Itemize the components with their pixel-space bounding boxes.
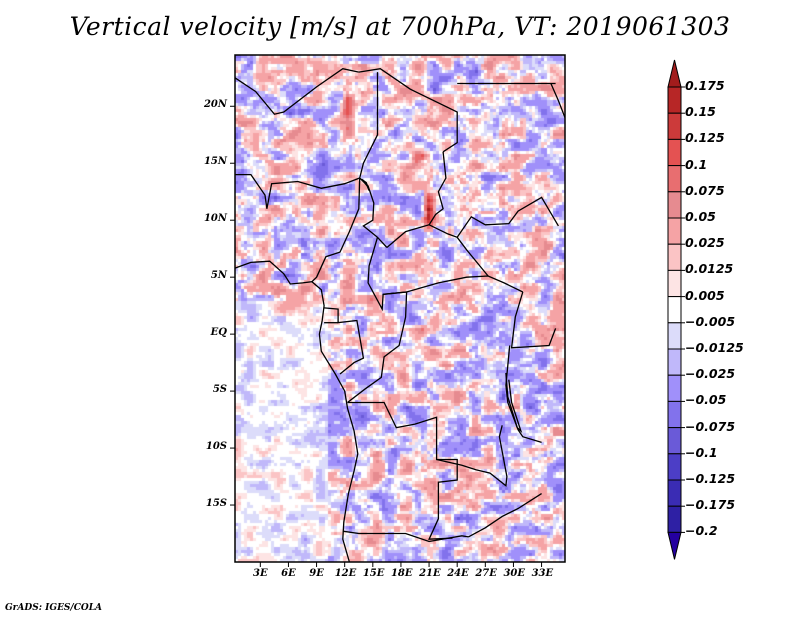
colorbar-label: −0.2 — [685, 523, 718, 539]
border-gabon — [324, 307, 365, 375]
x-tick-label: 9E — [309, 568, 324, 579]
border-ssudan — [456, 196, 559, 238]
colorbar-bin — [667, 400, 682, 429]
plot-frame — [234, 54, 566, 563]
lake-chad — [361, 178, 370, 191]
x-tick-label: 33E — [531, 568, 554, 579]
border-niger-north — [235, 68, 359, 115]
x-tick-label: 3E — [253, 568, 268, 579]
colorbar-bin — [667, 348, 682, 376]
x-tick-label: 6E — [281, 568, 296, 579]
country-borders-overlay — [235, 68, 565, 562]
colorbar-bin — [667, 138, 682, 167]
colorbar-bin — [667, 191, 682, 219]
colorbar-bin — [667, 269, 682, 298]
y-tick-label: 15S — [205, 498, 227, 510]
colorbar-label: −0.025 — [685, 366, 736, 382]
colorbar-label: −0.075 — [685, 418, 736, 434]
border-cameroon-car — [347, 237, 408, 404]
red-sea-coast — [550, 83, 565, 118]
y-tick-label: 15N — [203, 156, 227, 168]
colorbar-label: −0.05 — [685, 392, 727, 408]
colorbar-label: 0.0125 — [685, 261, 734, 277]
x-tick-label: 24E — [447, 568, 469, 579]
y-tick-label: 5S — [212, 384, 227, 396]
colorbar-label: 0.075 — [685, 182, 725, 198]
border-car-north — [386, 224, 489, 277]
x-tick-label: 18E — [390, 568, 413, 579]
border-angola-drc — [347, 401, 458, 540]
colorbar-label: −0.0125 — [685, 340, 744, 355]
x-tick-label: 30E — [503, 568, 525, 579]
border-libya-chad — [358, 68, 458, 153]
colorbar-bin — [667, 112, 682, 140]
colorbar-bin — [667, 217, 682, 245]
colorbar-min-extension — [667, 531, 682, 560]
colorbar-label: −0.175 — [685, 497, 736, 513]
colorbar-label: −0.005 — [685, 313, 736, 329]
coastline-west-africa — [235, 260, 359, 562]
colorbar-label: 0.025 — [685, 235, 725, 251]
colorbar-bin — [667, 296, 682, 324]
lake-tanganyika — [505, 372, 523, 434]
border-namibia — [342, 530, 469, 543]
grads-credit: GrADS: IGES/COLA — [5, 603, 103, 613]
colorbar-bin — [667, 505, 682, 533]
x-tick-label: 12E — [334, 568, 357, 579]
map-plot-area — [235, 55, 565, 562]
colorbar-bin — [667, 86, 682, 114]
colorbar-bin — [667, 479, 682, 507]
x-tick-label: 27E — [475, 568, 497, 579]
y-tick-label: EQ — [210, 327, 227, 339]
colorbar-bin — [667, 165, 682, 193]
colorbar-bin — [667, 453, 682, 481]
colorbar-label: −0.125 — [685, 471, 736, 486]
border-congo-drc — [383, 275, 524, 295]
y-tick-label: 10N — [203, 213, 227, 225]
border-zambia-south — [468, 493, 542, 538]
x-tick-label: 21E — [419, 568, 441, 579]
border-niger-nigeria — [235, 173, 360, 209]
border-drc-zambia — [436, 425, 508, 487]
colorbar-bin — [667, 322, 682, 350]
y-tick-label: 5N — [210, 270, 227, 282]
colorbar-label: −0.1 — [685, 444, 718, 460]
colorbar-bin — [667, 427, 682, 455]
colorbar-label: 0.15 — [685, 104, 716, 120]
colorbar-max-extension — [667, 59, 682, 88]
colorbar-label: 0.1 — [685, 156, 708, 172]
colorbar-label: 0.175 — [685, 78, 725, 93]
velocity-field-heatmap — [235, 55, 565, 562]
chart-title: Vertical velocity [m/s] at 700hPa, VT: 2… — [69, 12, 731, 41]
colorbar-label: 0.125 — [685, 130, 725, 146]
colorbar-bin — [667, 243, 682, 271]
border-nigeria-cameroon — [311, 177, 361, 283]
colorbar-bin — [667, 374, 682, 402]
border-chad-sudan — [428, 151, 447, 226]
colorbar-label: 0.05 — [685, 209, 716, 224]
border-uganda — [510, 291, 557, 349]
x-tick-label: 15E — [362, 568, 385, 579]
y-tick-label: 20N — [203, 99, 227, 111]
colorbar-label: 0.005 — [685, 287, 725, 303]
y-tick-label: 10S — [205, 441, 227, 453]
